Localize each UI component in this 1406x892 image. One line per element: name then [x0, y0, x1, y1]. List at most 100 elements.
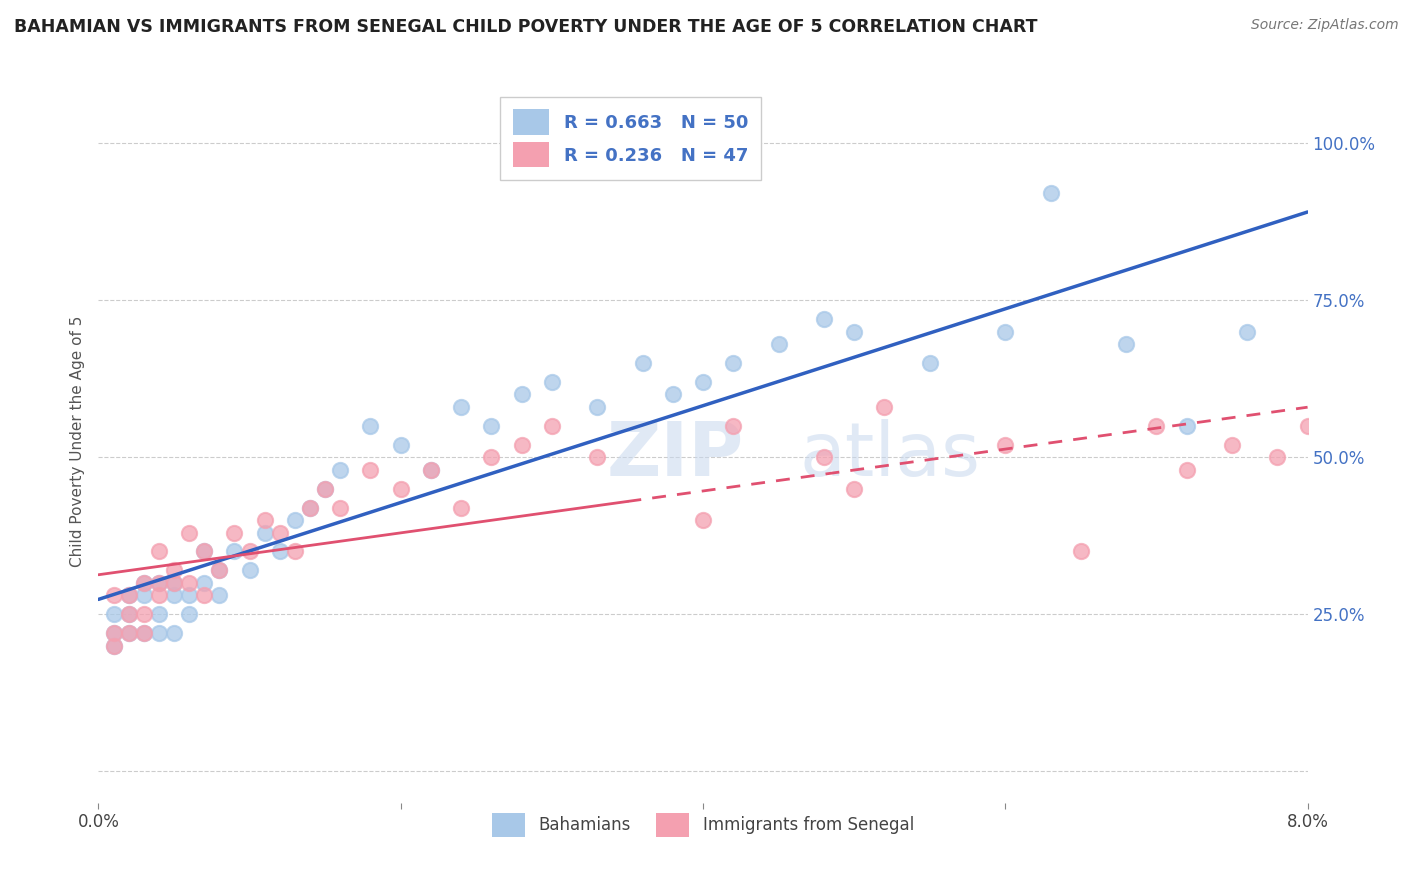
- Point: [148, 626, 170, 640]
- Point: [314, 482, 336, 496]
- Point: [118, 589, 141, 603]
- Point: [873, 400, 896, 414]
- Point: [193, 544, 215, 558]
- Point: [118, 607, 141, 622]
- Point: [360, 463, 382, 477]
- Point: [163, 575, 186, 590]
- Point: [813, 450, 835, 465]
- Point: [1146, 418, 1168, 433]
- Point: [1070, 544, 1092, 558]
- Point: [224, 525, 246, 540]
- Point: [510, 387, 533, 401]
- Point: [132, 626, 155, 640]
- Point: [481, 418, 503, 433]
- Point: [314, 482, 336, 496]
- Text: ZIP: ZIP: [606, 419, 744, 492]
- Point: [103, 626, 125, 640]
- Point: [103, 589, 125, 603]
- Text: Source: ZipAtlas.com: Source: ZipAtlas.com: [1251, 18, 1399, 32]
- Point: [723, 418, 745, 433]
- Point: [193, 589, 215, 603]
- Point: [586, 450, 609, 465]
- Point: [692, 375, 714, 389]
- Point: [768, 337, 790, 351]
- Point: [329, 463, 352, 477]
- Point: [540, 375, 562, 389]
- Point: [723, 356, 745, 370]
- Point: [118, 589, 141, 603]
- Text: atlas: atlas: [800, 419, 981, 492]
- Point: [389, 438, 412, 452]
- Point: [420, 463, 443, 477]
- Point: [193, 575, 215, 590]
- Point: [299, 500, 322, 515]
- Legend: Bahamians, Immigrants from Senegal: Bahamians, Immigrants from Senegal: [484, 805, 922, 845]
- Point: [103, 639, 125, 653]
- Point: [208, 563, 231, 577]
- Point: [132, 575, 155, 590]
- Point: [179, 525, 201, 540]
- Point: [163, 575, 186, 590]
- Point: [1175, 418, 1198, 433]
- Point: [631, 356, 654, 370]
- Point: [284, 544, 307, 558]
- Point: [1115, 337, 1137, 351]
- Point: [420, 463, 443, 477]
- Y-axis label: Child Poverty Under the Age of 5: Child Poverty Under the Age of 5: [69, 316, 84, 567]
- Point: [813, 312, 835, 326]
- Point: [239, 544, 262, 558]
- Point: [510, 438, 533, 452]
- Point: [481, 450, 503, 465]
- Point: [148, 544, 170, 558]
- Point: [389, 482, 412, 496]
- Point: [208, 563, 231, 577]
- Point: [148, 575, 170, 590]
- Point: [148, 589, 170, 603]
- Point: [844, 482, 866, 496]
- Point: [148, 607, 170, 622]
- Point: [103, 607, 125, 622]
- Point: [1220, 438, 1243, 452]
- Point: [103, 639, 125, 653]
- Point: [224, 544, 246, 558]
- Point: [118, 626, 141, 640]
- Point: [1175, 463, 1198, 477]
- Point: [269, 544, 291, 558]
- Point: [360, 418, 382, 433]
- Point: [586, 400, 609, 414]
- Point: [193, 544, 215, 558]
- Point: [148, 575, 170, 590]
- Point: [132, 575, 155, 590]
- Point: [179, 575, 201, 590]
- Point: [844, 325, 866, 339]
- Point: [132, 607, 155, 622]
- Point: [540, 418, 562, 433]
- Point: [299, 500, 322, 515]
- Point: [118, 626, 141, 640]
- Point: [132, 589, 155, 603]
- Point: [329, 500, 352, 515]
- Point: [450, 400, 472, 414]
- Point: [239, 563, 262, 577]
- Text: BAHAMIAN VS IMMIGRANTS FROM SENEGAL CHILD POVERTY UNDER THE AGE OF 5 CORRELATION: BAHAMIAN VS IMMIGRANTS FROM SENEGAL CHIL…: [14, 18, 1038, 36]
- Point: [253, 513, 276, 527]
- Point: [118, 607, 141, 622]
- Point: [163, 563, 186, 577]
- Point: [163, 626, 186, 640]
- Point: [1236, 325, 1258, 339]
- Point: [994, 325, 1017, 339]
- Point: [208, 589, 231, 603]
- Point: [661, 387, 683, 401]
- Point: [1296, 418, 1319, 433]
- Point: [918, 356, 941, 370]
- Point: [1267, 450, 1289, 465]
- Point: [179, 589, 201, 603]
- Point: [179, 607, 201, 622]
- Point: [103, 626, 125, 640]
- Point: [994, 438, 1017, 452]
- Point: [1039, 186, 1062, 201]
- Point: [269, 525, 291, 540]
- Point: [253, 525, 276, 540]
- Point: [163, 589, 186, 603]
- Point: [450, 500, 472, 515]
